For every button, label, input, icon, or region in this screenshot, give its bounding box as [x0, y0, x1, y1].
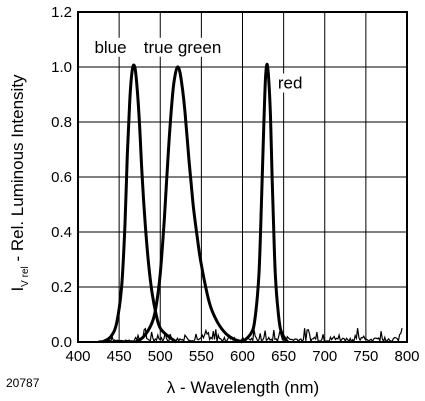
series-curves [101, 62, 289, 344]
y-tick-label: 1.2 [51, 4, 72, 21]
y-axis-title: IV rel - Rel. Luminous Intensity [8, 74, 31, 292]
plot-frame [77, 11, 408, 343]
x-tick-label: 500 [148, 348, 173, 365]
annotation-bg-blue [92, 37, 129, 57]
series-line-blue [101, 63, 178, 344]
y-tick-labels: 0.0 0.2 0.4 0.6 0.8 1.0 1.2 [51, 4, 72, 351]
series-line-red [241, 62, 289, 344]
annotation-blue: blue [94, 38, 126, 57]
y-axis-title-subscript: V rel [20, 266, 31, 287]
series-annotations: blue true green red [92, 37, 305, 93]
y-tick-label: 0.6 [51, 169, 72, 186]
annotation-true-green: true green [144, 38, 222, 57]
y-tick-label: 0.8 [51, 114, 72, 131]
x-tick-label: 750 [353, 348, 378, 365]
x-tick-label: 450 [107, 348, 132, 365]
x-tick-label: 400 [65, 348, 90, 365]
y-tick-label: 0.0 [51, 334, 72, 351]
x-tick-label: 650 [271, 348, 296, 365]
x-tick-labels: 400 450 500 550 600 650 700 750 800 [65, 348, 419, 365]
figure-id: 20787 [6, 376, 40, 390]
annotation-bg-true-green [141, 37, 224, 57]
series-line-true-green [134, 65, 244, 344]
x-tick-label: 550 [189, 348, 214, 365]
y-axis-title-rest: - Rel. Luminous Intensity [8, 74, 27, 266]
x-tick-label: 600 [230, 348, 255, 365]
annotation-red: red [278, 74, 303, 93]
grid-lines [77, 11, 408, 343]
y-tick-label: 0.4 [51, 224, 72, 241]
annotation-bg-red [275, 73, 305, 93]
x-axis-title: λ - Wavelength (nm) [167, 378, 319, 397]
y-axis-title-main: I [8, 287, 27, 292]
x-tick-label: 700 [312, 348, 337, 365]
y-tick-label: 1.0 [51, 59, 72, 76]
y-tick-label: 0.2 [51, 279, 72, 296]
x-tick-label: 800 [394, 348, 419, 365]
